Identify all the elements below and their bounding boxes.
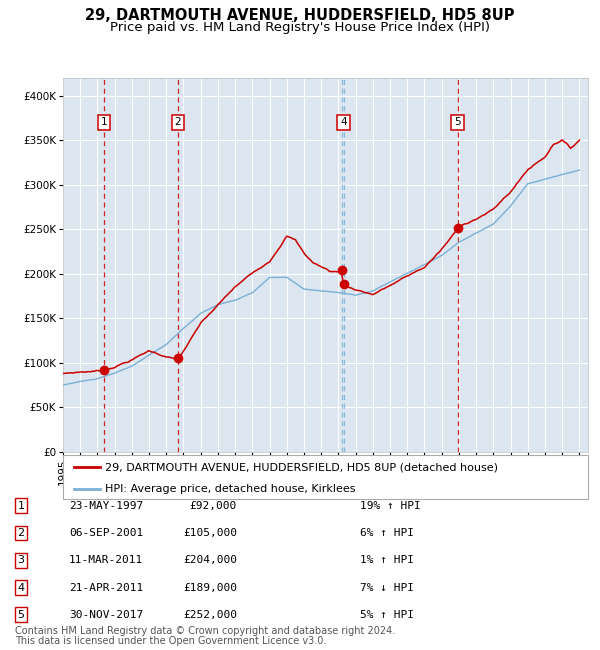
Text: This data is licensed under the Open Government Licence v3.0.: This data is licensed under the Open Gov… [15,636,326,646]
Text: 5: 5 [454,118,461,127]
Text: 1: 1 [17,500,25,511]
Text: £92,000: £92,000 [190,500,237,511]
Text: 7% ↓ HPI: 7% ↓ HPI [360,582,414,593]
Text: 06-SEP-2001: 06-SEP-2001 [69,528,143,538]
Text: 2: 2 [17,528,25,538]
Text: 29, DARTMOUTH AVENUE, HUDDERSFIELD, HD5 8UP: 29, DARTMOUTH AVENUE, HUDDERSFIELD, HD5 … [85,8,515,23]
Text: Contains HM Land Registry data © Crown copyright and database right 2024.: Contains HM Land Registry data © Crown c… [15,626,395,636]
Text: 11-MAR-2011: 11-MAR-2011 [69,555,143,566]
Text: 19% ↑ HPI: 19% ↑ HPI [360,500,421,511]
Text: 29, DARTMOUTH AVENUE, HUDDERSFIELD, HD5 8UP (detached house): 29, DARTMOUTH AVENUE, HUDDERSFIELD, HD5 … [105,462,498,473]
Text: 30-NOV-2017: 30-NOV-2017 [69,610,143,620]
Text: £252,000: £252,000 [183,610,237,620]
Text: 4: 4 [17,582,25,593]
Text: £204,000: £204,000 [183,555,237,566]
Text: 4: 4 [340,118,347,127]
Text: Price paid vs. HM Land Registry's House Price Index (HPI): Price paid vs. HM Land Registry's House … [110,21,490,34]
Text: 1% ↑ HPI: 1% ↑ HPI [360,555,414,566]
Text: HPI: Average price, detached house, Kirklees: HPI: Average price, detached house, Kirk… [105,484,355,495]
Text: 21-APR-2011: 21-APR-2011 [69,582,143,593]
Text: £189,000: £189,000 [183,582,237,593]
Text: £105,000: £105,000 [183,528,237,538]
Text: 2: 2 [175,118,181,127]
FancyBboxPatch shape [63,455,588,499]
Text: 6% ↑ HPI: 6% ↑ HPI [360,528,414,538]
Text: 5% ↑ HPI: 5% ↑ HPI [360,610,414,620]
Text: 23-MAY-1997: 23-MAY-1997 [69,500,143,511]
Text: 3: 3 [17,555,25,566]
Text: 5: 5 [17,610,25,620]
Text: 1: 1 [101,118,107,127]
